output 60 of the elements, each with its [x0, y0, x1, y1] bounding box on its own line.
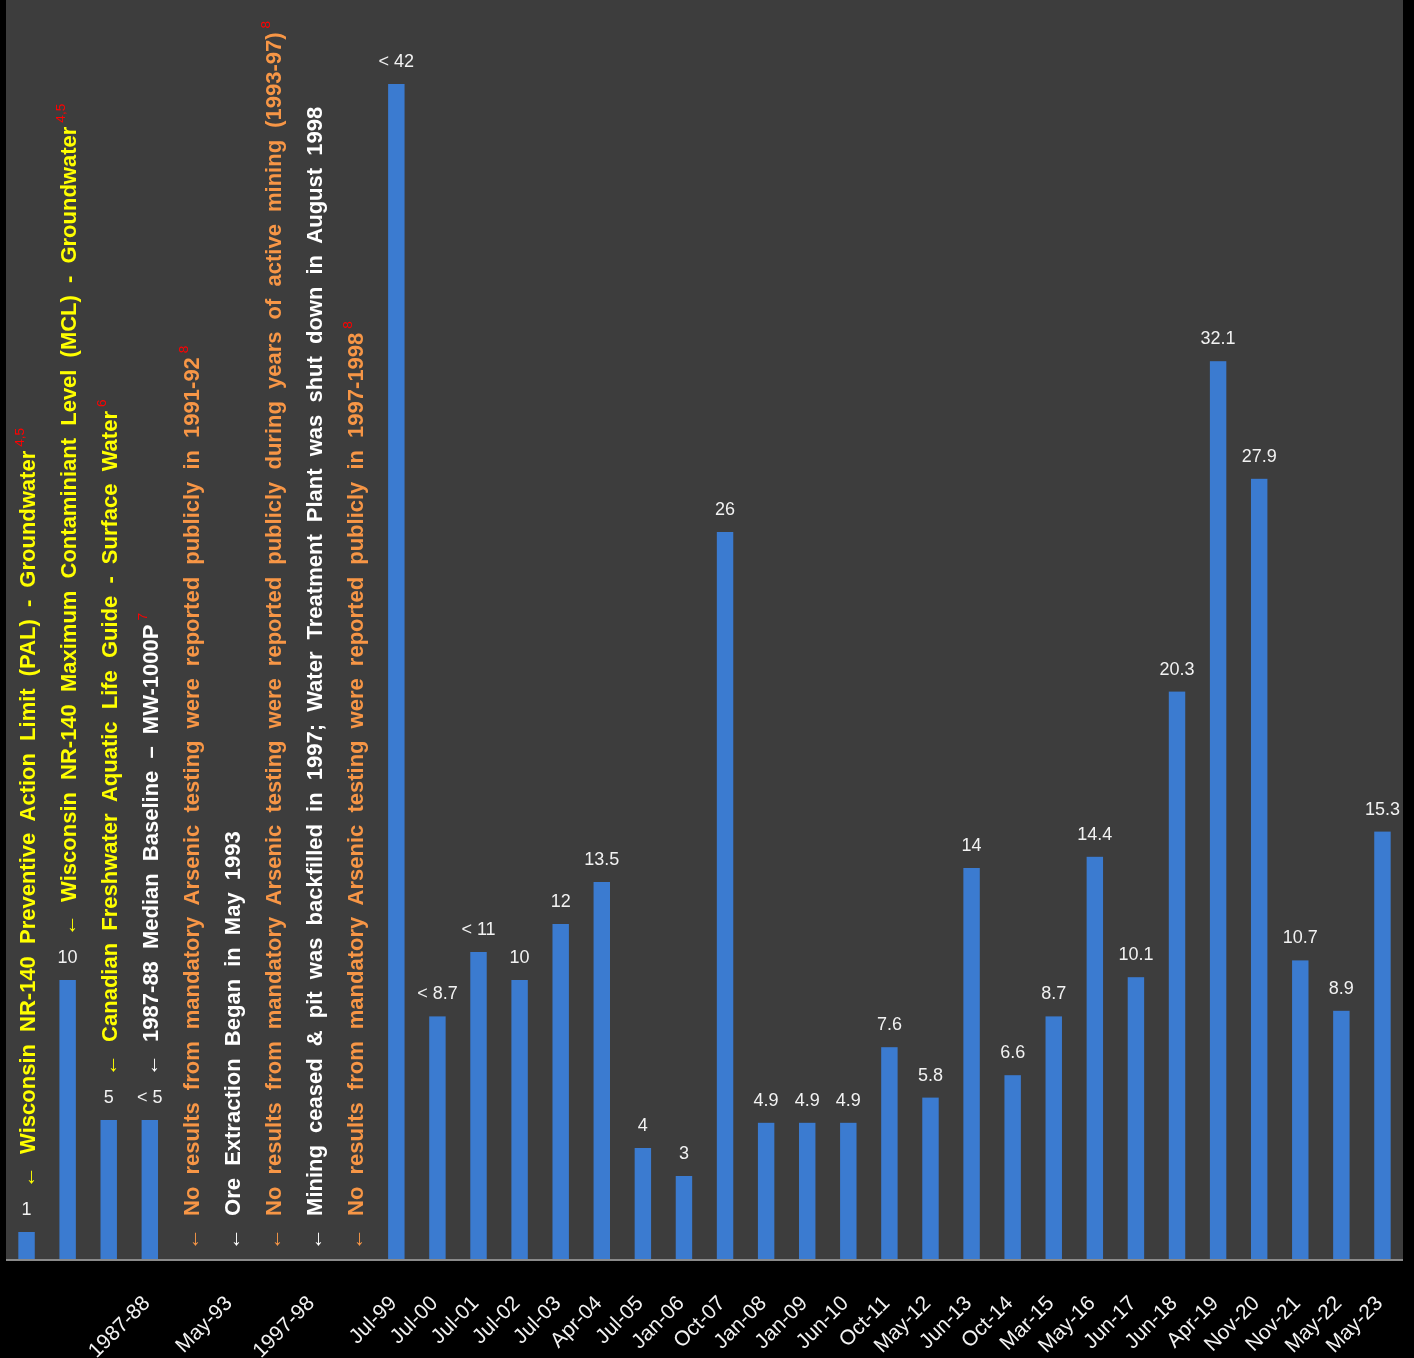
data-label: 32.1 [1200, 328, 1236, 349]
data-label: 10 [509, 947, 530, 967]
data-label: 4.9 [835, 1089, 861, 1110]
data-label: 20.3 [1159, 658, 1195, 679]
data-label: 5 [103, 1087, 114, 1107]
data-label: 1 [21, 1199, 32, 1219]
bar [470, 952, 487, 1260]
data-label: 10.7 [1282, 927, 1318, 948]
bar [18, 1232, 35, 1260]
data-label: 10 [57, 947, 78, 967]
bar [716, 532, 734, 1260]
bar [1374, 831, 1391, 1260]
bar [634, 1148, 652, 1260]
bar [593, 882, 610, 1260]
bar [1250, 478, 1268, 1260]
data-label: 6.6 [1000, 1042, 1026, 1063]
bar [757, 1122, 775, 1260]
bar [1086, 856, 1104, 1260]
bar [963, 868, 980, 1260]
data-label: 26 [715, 499, 736, 519]
bar [1333, 1010, 1350, 1260]
bar [388, 84, 405, 1260]
data-label: 3 [678, 1143, 689, 1163]
data-label: 12 [550, 891, 571, 911]
data-label: 13.5 [584, 849, 620, 869]
data-label: 4.9 [753, 1089, 779, 1110]
bar [141, 1120, 159, 1260]
bar [840, 1122, 857, 1260]
data-label: < 42 [378, 51, 415, 71]
annotation: ← Ore Extraction Began in May 1993 [219, 831, 245, 1250]
bar [881, 1047, 898, 1260]
bar [1209, 361, 1227, 1260]
bar [675, 1176, 693, 1260]
data-label: 27.9 [1241, 445, 1277, 466]
bar [429, 1016, 446, 1260]
bar [1045, 1016, 1062, 1260]
data-label: 15.3 [1364, 798, 1400, 819]
data-label: < 11 [461, 919, 496, 939]
data-label: 4 [637, 1115, 648, 1135]
bar [1127, 977, 1145, 1260]
bar [1168, 691, 1186, 1260]
data-label: 8.7 [1041, 983, 1067, 1004]
data-label: 8.9 [1328, 977, 1354, 998]
bar [799, 1122, 816, 1260]
bar [922, 1097, 939, 1260]
data-label: 4.9 [794, 1089, 820, 1110]
data-label: < 5 [137, 1087, 163, 1107]
bar [1292, 960, 1309, 1260]
data-label: 14 [961, 835, 982, 855]
annotation: ← Mining ceased & pit was backfilled in 1997; Water Treatment Plant was shut down in August 1998 [301, 106, 327, 1250]
data-label: 10.1 [1118, 944, 1154, 965]
bar [59, 980, 76, 1260]
bar [511, 980, 528, 1260]
bar [100, 1120, 117, 1260]
bar [1004, 1075, 1021, 1260]
data-label: 5.8 [917, 1064, 943, 1085]
data-label: < 8.7 [417, 983, 458, 1004]
data-label: 14.4 [1077, 823, 1113, 844]
bar [552, 924, 569, 1260]
data-label: 7.6 [876, 1014, 902, 1035]
